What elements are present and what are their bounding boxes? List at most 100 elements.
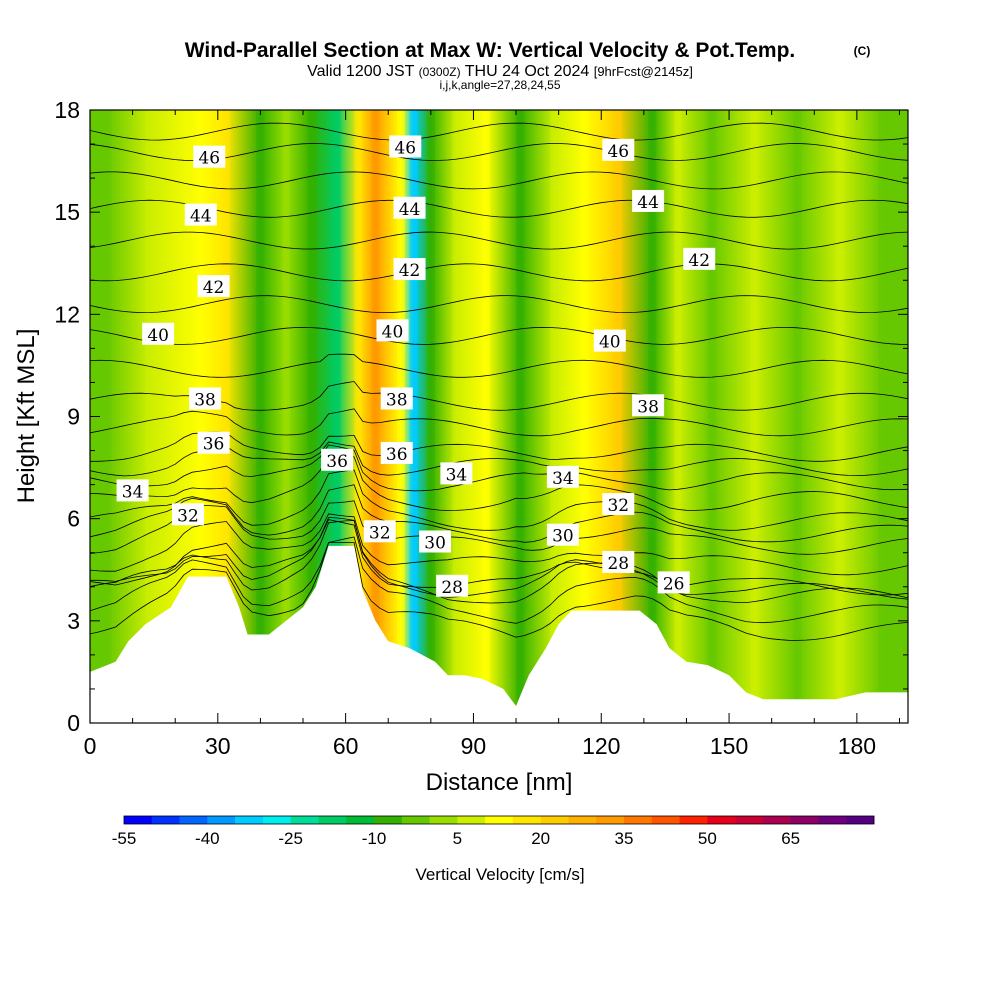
colorbar-segment	[457, 816, 486, 824]
colorbar-segment	[735, 816, 764, 824]
theta-label: 32	[369, 523, 391, 543]
velocity-band	[708, 110, 717, 723]
theta-contour-line	[90, 143, 908, 161]
velocity-band	[196, 110, 205, 723]
colorbar-label: Vertical Velocity [cm/s]	[415, 865, 584, 884]
theta-contour-labels: 46 44 42 40 38 36 34 32 46 44 42 40 38 36 36 34 32 30 28 34…	[116, 135, 716, 598]
theta-label: 42	[399, 261, 421, 281]
theta-label: 40	[599, 333, 621, 353]
theta-contour-line	[90, 408, 908, 437]
x-tick-label: 60	[333, 733, 359, 759]
colorbar-segment	[151, 816, 180, 824]
theta-label-box	[602, 138, 635, 161]
theta-contour-line	[90, 381, 908, 411]
theta-label-box	[393, 258, 426, 281]
theta-label-box	[683, 247, 716, 270]
velocity-band	[354, 110, 363, 723]
theta-contour-line	[90, 263, 908, 282]
theta-contour-line	[90, 231, 908, 250]
colorbar-ticks: -55 -40 -25 -10 5 20 35 50 65	[112, 829, 800, 848]
theta-label-box	[184, 203, 217, 226]
colorbar-segment	[568, 816, 597, 824]
velocity-band	[145, 110, 154, 723]
colorbar-segment	[624, 816, 653, 824]
velocity-band	[550, 110, 559, 723]
theta-label-box	[142, 322, 175, 345]
colorbar-segment	[762, 816, 791, 824]
colorbar-tick-label: -25	[278, 829, 303, 848]
theta-label-box	[197, 431, 230, 454]
theta-label-box	[632, 189, 665, 212]
theta-label: 46	[198, 149, 220, 169]
velocity-band	[835, 110, 844, 723]
velocity-band	[333, 110, 342, 723]
x-tick-label: 0	[84, 733, 97, 759]
valid-date: THU 24 Oct 2024	[465, 63, 590, 80]
velocity-band	[256, 110, 265, 723]
y-tick-label: 9	[67, 404, 80, 430]
colorbar-segment	[818, 816, 847, 824]
theta-label-box	[602, 493, 635, 516]
colorbar-frame	[123, 815, 875, 825]
colorbar-segment	[512, 816, 541, 824]
colorbar-segment	[318, 816, 347, 824]
colorbar-segment	[346, 816, 375, 824]
theta-contour-line	[90, 326, 908, 345]
valid-prefix: Valid 1200 JST	[307, 63, 415, 80]
colorbar-segment	[651, 816, 680, 824]
colorbar-tick-label: 50	[698, 829, 717, 848]
theta-contour-line	[90, 444, 908, 492]
colorbar	[123, 815, 875, 825]
theta-label-box	[380, 441, 413, 464]
theta-label: 34	[122, 482, 144, 502]
theta-label-box	[193, 145, 226, 168]
colorbar-segment	[290, 816, 319, 824]
velocity-band	[614, 110, 623, 723]
theta-contour-line	[90, 454, 908, 511]
y-tick-label: 18	[54, 97, 80, 123]
velocity-band	[397, 110, 406, 723]
theta-label-box	[657, 571, 690, 594]
velocity-band	[750, 110, 759, 723]
colorbar-tick-label: 35	[615, 829, 634, 848]
colorbar-segment	[846, 816, 875, 824]
forecast-info: [9hrFcst@2145z]	[594, 64, 693, 79]
x-tick-label: 30	[205, 733, 231, 759]
theta-label-box	[632, 394, 665, 417]
velocity-band	[452, 110, 461, 723]
theta-label: 30	[552, 527, 574, 547]
theta-contour-line	[90, 516, 908, 600]
grid-info: i,j,k,angle=27,28,24,55	[439, 78, 560, 92]
theta-label: 36	[203, 435, 225, 455]
colorbar-segment	[540, 816, 569, 824]
x-tick-label: 120	[582, 733, 620, 759]
y-tick-label: 3	[67, 608, 80, 634]
theta-contour-line	[90, 519, 908, 596]
theta-label-box	[197, 275, 230, 298]
theta-label-box	[171, 503, 204, 526]
theta-label: 44	[399, 200, 421, 220]
theta-label: 30	[424, 534, 446, 554]
theta-contour-line	[90, 469, 908, 531]
y-tick-label: 6	[67, 506, 80, 532]
terrain	[90, 545, 908, 723]
colorbar-tick-label: 65	[781, 829, 800, 848]
theta-contour-line	[90, 295, 908, 314]
colorbar-tick-label: -40	[195, 829, 220, 848]
colorbar-segment	[790, 816, 819, 824]
chart-title: Wind-Parallel Section at Max W: Vertical…	[185, 39, 796, 62]
theta-label-box	[116, 479, 149, 502]
colorbar-segment	[485, 816, 514, 824]
theta-label-box	[393, 196, 426, 219]
theta-label-box	[436, 574, 469, 597]
colorbar-tick-label: 5	[453, 829, 462, 848]
theta-contour-line	[90, 513, 908, 576]
theta-label-box	[546, 465, 579, 488]
velocity-band	[371, 110, 380, 723]
theta-contour-line	[90, 122, 908, 141]
y-tick-label: 0	[67, 710, 80, 736]
y-tick-label: 15	[54, 199, 80, 225]
theta-label: 46	[394, 138, 416, 158]
velocity-band	[482, 110, 491, 723]
